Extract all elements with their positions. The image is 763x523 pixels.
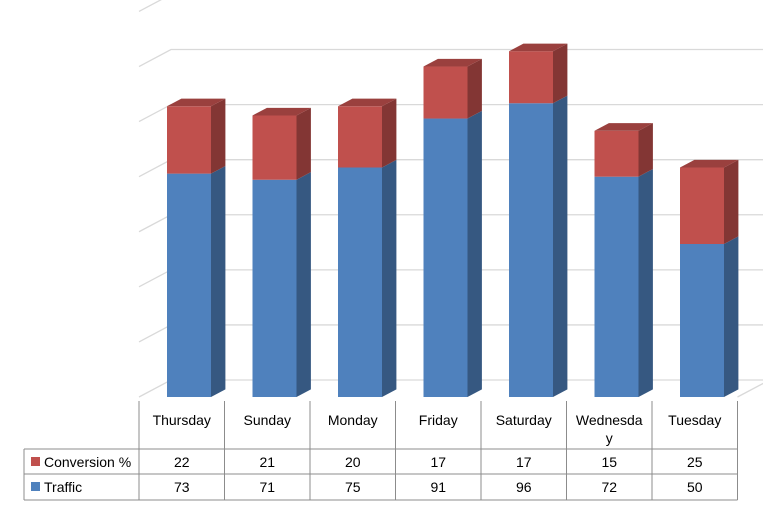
gridline	[138, 0, 162, 13]
bar-conversion-saturday	[509, 43, 568, 104]
bar-conversion-wednesday	[594, 123, 653, 177]
category-label: Monday	[328, 412, 378, 428]
data-table-cell: 17	[516, 454, 532, 470]
data-table-cell: 96	[516, 479, 532, 495]
floor-edge	[737, 382, 763, 398]
chart-data-table: Thursday Sunday Monday Friday Saturday Wednes…	[23, 401, 738, 501]
legend-label: Traffic	[44, 479, 82, 495]
data-table-cell: 72	[601, 479, 617, 495]
data-table-cell: 91	[430, 479, 446, 495]
bar-conversion-friday	[423, 58, 482, 119]
data-table-cell: 71	[259, 479, 275, 495]
data-table-cell: 75	[345, 479, 361, 495]
bar-traffic-wednesday	[594, 169, 653, 397]
bar-conversion-tuesday	[680, 159, 739, 244]
bar-traffic-thursday	[167, 165, 226, 397]
data-table-cell: 15	[601, 454, 617, 470]
legend-key-conversion	[31, 457, 40, 466]
gridline	[138, 48, 763, 68]
bar-traffic-monday	[338, 159, 397, 397]
bar-traffic-saturday	[509, 95, 568, 398]
legend-label: Conversion %	[44, 454, 131, 470]
bar-conversion-monday	[338, 98, 397, 168]
bar-conversion-sunday	[252, 107, 311, 180]
data-table-cell: 22	[174, 454, 190, 470]
chart-bars	[167, 43, 739, 398]
legend-key-traffic	[31, 482, 40, 491]
data-table-cell: 21	[259, 454, 275, 470]
category-label: Thursday	[153, 412, 211, 428]
category-label: Friday	[419, 412, 458, 428]
category-label: Wednesda y	[576, 412, 643, 446]
data-table-cell: 50	[687, 479, 703, 495]
data-table-cell: 25	[687, 454, 703, 470]
category-label: Sunday	[244, 412, 291, 428]
data-table-cell: 73	[174, 479, 190, 495]
data-table-cell: 17	[430, 454, 446, 470]
bar-traffic-tuesday	[680, 236, 739, 397]
category-label: Tuesday	[668, 412, 721, 428]
bar-traffic-friday	[423, 110, 482, 397]
data-table-cell: 20	[345, 454, 361, 470]
bar-traffic-sunday	[252, 172, 311, 397]
category-label: Saturday	[496, 412, 552, 428]
bar-conversion-thursday	[167, 98, 226, 174]
